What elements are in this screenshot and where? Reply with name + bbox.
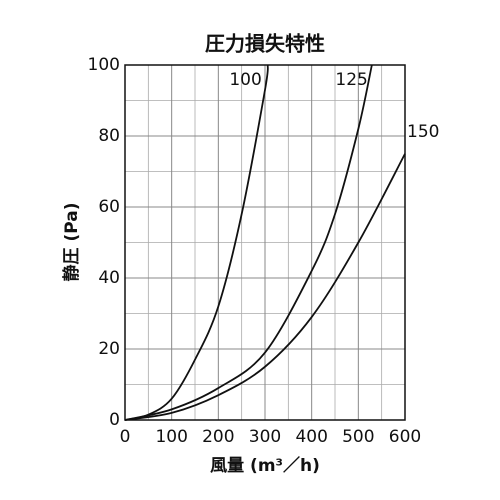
y-tick-label: 80 bbox=[98, 126, 120, 146]
y-tick-label: 20 bbox=[98, 339, 120, 359]
series-label: 100 bbox=[229, 70, 261, 90]
x-axis-label: 風量 (m³／h) bbox=[210, 455, 320, 476]
y-axis-label: 静圧 (Pa) bbox=[61, 203, 82, 282]
y-tick-label: 40 bbox=[98, 268, 120, 288]
x-tick-label: 500 bbox=[342, 427, 374, 447]
y-tick-label: 0 bbox=[109, 410, 120, 430]
curve bbox=[124, 153, 406, 421]
plot-frame bbox=[124, 64, 406, 421]
y-tick-label: 100 bbox=[88, 55, 120, 75]
x-tick-label: 100 bbox=[155, 427, 187, 447]
curve bbox=[124, 64, 373, 421]
chart-title: 圧力損失特性 bbox=[205, 32, 325, 56]
x-tick-label: 300 bbox=[249, 427, 281, 447]
y-tick-label: 60 bbox=[98, 197, 120, 217]
x-tick-label: 0 bbox=[120, 427, 131, 447]
x-tick-label: 600 bbox=[389, 427, 421, 447]
series-label: 150 bbox=[407, 122, 439, 142]
x-tick-label: 400 bbox=[295, 427, 327, 447]
series-label: 125 bbox=[335, 70, 367, 90]
curve bbox=[124, 64, 269, 421]
x-tick-label: 200 bbox=[202, 427, 234, 447]
